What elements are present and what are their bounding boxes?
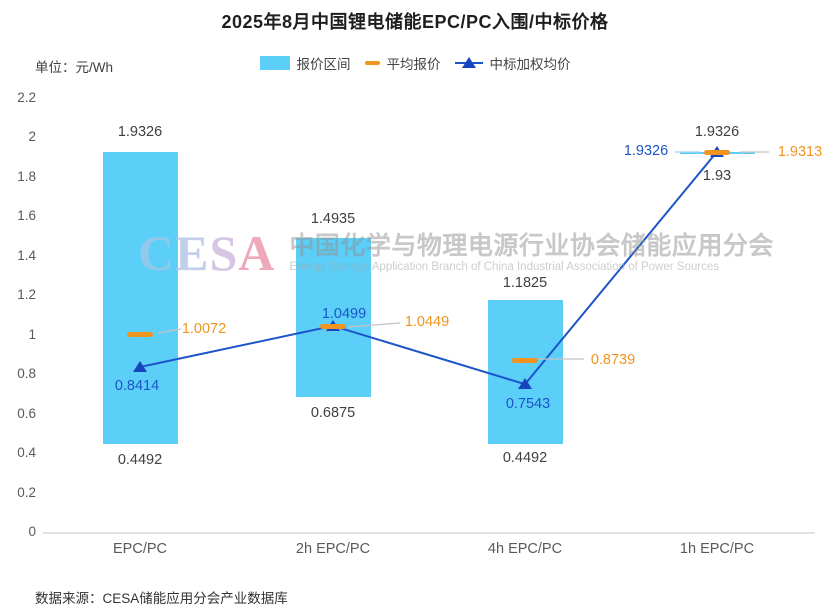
data-source-note: 数据来源：CESA储能应用分会产业数据库 — [35, 591, 288, 606]
average-marker — [320, 324, 346, 330]
range-high-label: 1.9326 — [694, 123, 740, 140]
weighted-line-triangle-icon — [454, 56, 483, 70]
average-value-label: 1.9313 — [777, 144, 823, 160]
weighted-value-label: 1.0499 — [321, 306, 367, 322]
x-axis-category-label: 2h EPC/PC — [295, 541, 371, 557]
weighted-marker — [133, 361, 147, 372]
legend-range-label: 报价区间 — [296, 57, 351, 72]
y-axis-tick-label: 2.2 — [17, 90, 36, 105]
average-value-label: 0.8739 — [590, 352, 636, 368]
weighted-value-label: 0.7543 — [505, 396, 551, 412]
average-value-label: 1.0449 — [404, 314, 450, 330]
x-axis-category-label: EPC/PC — [113, 541, 167, 557]
y-axis-tick-label: 2 — [28, 129, 36, 145]
y-axis-unit-label: 单位：元/Wh — [35, 60, 114, 75]
x-axis-category-label: 1h EPC/PC — [679, 541, 755, 557]
range-low-label: 1.93 — [702, 168, 732, 185]
weighted-marker — [518, 378, 532, 390]
weighted-value-label: 0.8414 — [114, 378, 160, 394]
chart-title: 2025年8月中国锂电储能EPC/PC入围/中标价格 — [221, 12, 609, 32]
legend: 报价区间 平均报价 中标加权均价 — [0, 53, 830, 73]
average-dash-icon — [364, 61, 380, 65]
y-axis-tick-label: 0.4 — [17, 445, 36, 461]
legend-item-average: 平均报价 — [364, 53, 441, 73]
range-high-label: 1.4935 — [310, 211, 356, 228]
range-high-label: 1.1825 — [502, 274, 548, 291]
y-axis-tick-label: 1.6 — [17, 208, 36, 224]
range-low-label: 0.4492 — [502, 450, 548, 467]
legend-item-range: 报价区间 — [259, 53, 351, 73]
y-axis-tick-label: 0.2 — [17, 484, 36, 500]
x-axis-category-label: 4h EPC/PC — [487, 541, 563, 557]
range-swatch-icon — [259, 56, 290, 70]
average-marker — [512, 358, 538, 364]
legend-weighted-label: 中标加权均价 — [489, 57, 571, 72]
y-axis-tick-label: 1.8 — [17, 168, 36, 184]
range-high-label: 1.9326 — [117, 123, 163, 140]
y-axis-tick-label: 1.4 — [17, 247, 36, 263]
range-low-label: 0.6875 — [310, 405, 356, 422]
y-axis-tick-label: 0 — [28, 524, 36, 539]
range-low-label: 0.4492 — [117, 452, 163, 469]
y-axis-tick-label: 1.2 — [17, 287, 36, 303]
y-axis-tick-label: 1 — [28, 326, 36, 342]
range-bar-4h EPC/PC — [487, 299, 563, 445]
average-marker — [127, 331, 153, 337]
weighted-value-label: 1.9326 — [623, 143, 669, 159]
legend-average-label: 平均报价 — [386, 57, 441, 72]
legend-item-weighted: 中标加权均价 — [454, 53, 571, 73]
y-axis-tick-label: 0.6 — [17, 405, 36, 421]
average-marker — [704, 149, 730, 155]
range-bar-EPC/PC — [102, 151, 178, 445]
average-value-label: 1.0072 — [181, 321, 227, 337]
x-axis-line — [43, 532, 815, 534]
y-axis-tick-label: 0.8 — [17, 366, 36, 382]
